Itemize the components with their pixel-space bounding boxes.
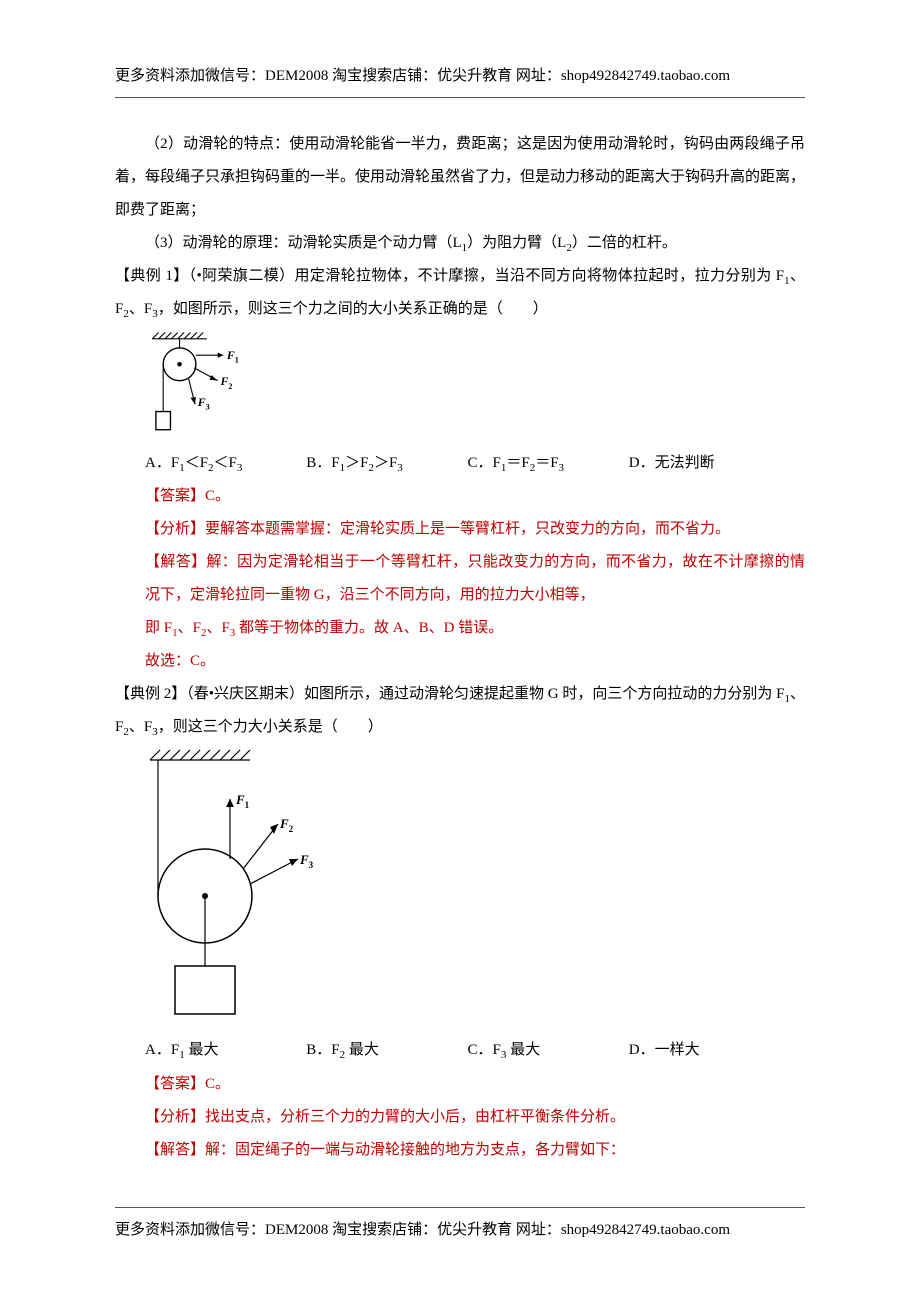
- figure-fixed-pulley: F1 F2 F3: [145, 327, 245, 447]
- q2-answer: 【答案】C。: [115, 1068, 805, 1101]
- q2-option-a: A．F1 最大: [145, 1034, 306, 1067]
- q2-option-d: D．一样大: [629, 1034, 790, 1067]
- f1-label-2: F1: [235, 792, 250, 810]
- q2-options: A．F1 最大 B．F2 最大 C．F3 最大 D．一样大: [115, 1034, 805, 1067]
- example-1-label: 【典例 1】: [115, 268, 189, 284]
- footer-rule: [115, 1207, 805, 1208]
- footer: 更多资料添加微信号：DEM2008 淘宝搜索店铺：优尖升教育 网址：shop49…: [115, 1207, 805, 1247]
- example-2-label: 【典例 2】: [115, 686, 186, 702]
- paragraph-3: （3）动滑轮的原理：动滑轮实质是个动力臂（L1）为阻力臂（L2）二倍的杠杆。: [115, 227, 805, 260]
- f3-label-2: F3: [299, 852, 314, 870]
- figure-movable-pulley: F1 F2 F3: [130, 744, 330, 1034]
- q1-option-d: D．无法判断: [629, 447, 790, 480]
- q1-analysis: 【分析】要解答本题需掌握：定滑轮实质上是一等臂杠杆，只改变力的方向，而不省力。: [115, 513, 805, 546]
- q1-solution-3: 故选：C。: [115, 645, 805, 678]
- example-1-question: 【典例 1】（•阿荣旗二模）用定滑轮拉物体，不计摩擦，当沿不同方向将物体拉起时，…: [115, 260, 805, 326]
- f2-label: F2: [219, 374, 232, 391]
- q2-analysis: 【分析】找出支点，分析三个力的力臂的大小后，由杠杆平衡条件分析。: [115, 1101, 805, 1134]
- q1-option-c: C．F1＝F2＝F3: [468, 447, 629, 480]
- paragraph-2: （2）动滑轮的特点：使用动滑轮能省一半力，费距离；这是因为使用动滑轮时，钩码由两…: [115, 128, 805, 227]
- page: 更多资料添加微信号：DEM2008 淘宝搜索店铺：优尖升教育 网址：shop49…: [0, 0, 920, 1302]
- q1-option-a: A．F1＜F2＜F3: [145, 447, 306, 480]
- q1-options: A．F1＜F2＜F3 B．F1＞F2＞F3 C．F1＝F2＝F3 D．无法判断: [115, 447, 805, 480]
- q1-solution-2: 即 F1、F2、F3 都等于物体的重力。故 A、B、D 错误。: [115, 612, 805, 645]
- ceiling-hatch: [152, 332, 207, 338]
- pulley-axle: [177, 362, 182, 367]
- hanging-block: [156, 411, 171, 429]
- f2-label-2: F2: [279, 816, 294, 834]
- q2-option-b: B．F2 最大: [306, 1034, 467, 1067]
- header-rule: [115, 97, 805, 98]
- load-block: [175, 966, 235, 1014]
- q1-solution-1: 【解答】解：因为定滑轮相当于一个等臂杠杆，只能改变力的方向，而不省力，故在不计摩…: [115, 546, 805, 612]
- header-text: 更多资料添加微信号：DEM2008 淘宝搜索店铺：优尖升教育 网址：shop49…: [115, 68, 730, 84]
- f3-label: F3: [197, 395, 210, 412]
- q2-option-c: C．F3 最大: [468, 1034, 629, 1067]
- header: 更多资料添加微信号：DEM2008 淘宝搜索店铺：优尖升教育 网址：shop49…: [115, 60, 805, 98]
- q2-solution: 【解答】解：固定绳子的一端与动滑轮接触的地方为支点，各力臂如下：: [115, 1134, 805, 1167]
- f1-label: F1: [226, 347, 239, 364]
- ceiling-hatch-2: [150, 750, 250, 760]
- q1-option-b: B．F1＞F2＞F3: [306, 447, 467, 480]
- footer-text: 更多资料添加微信号：DEM2008 淘宝搜索店铺：优尖升教育 网址：shop49…: [115, 1222, 730, 1238]
- example-2-question: 【典例 2】（春•兴庆区期末）如图所示，通过动滑轮匀速提起重物 G 时，向三个方…: [115, 678, 805, 744]
- q1-answer: 【答案】C。: [115, 480, 805, 513]
